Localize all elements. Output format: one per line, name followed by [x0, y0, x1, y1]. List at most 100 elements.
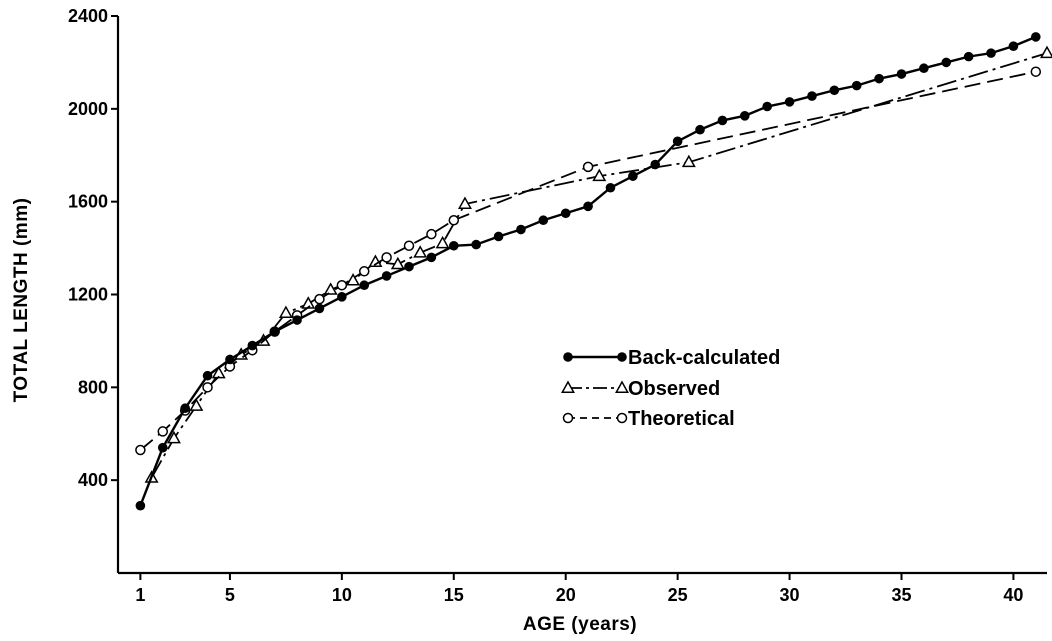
data-point-back-calculated: [1031, 32, 1041, 42]
data-point-back-calculated: [919, 63, 929, 74]
data-point-back-calculated: [605, 182, 616, 193]
legend-marker: [617, 352, 627, 362]
series-back-calculated: [135, 32, 1041, 511]
legend-item-back-calculated: Back-calculated: [563, 347, 780, 369]
data-point-back-calculated: [583, 201, 593, 212]
data-point-theoretical: [582, 161, 594, 173]
data-point-back-calculated: [448, 240, 459, 251]
data-point-back-calculated: [381, 271, 392, 281]
y-tick-label: 2000: [68, 99, 108, 119]
data-point-back-calculated: [292, 315, 302, 325]
data-point-back-calculated: [225, 354, 235, 365]
data-point-theoretical: [135, 444, 146, 456]
x-tick-label: 30: [780, 585, 800, 605]
data-point-theoretical: [381, 252, 392, 263]
legend-marker: [616, 412, 628, 424]
data-point-observed: [413, 245, 428, 258]
data-point-observed: [189, 398, 204, 411]
x-tick-label: 20: [556, 585, 576, 605]
data-point-theoretical: [314, 293, 325, 305]
legend-marker: [562, 412, 574, 424]
data-point-observed: [390, 256, 405, 270]
data-point-back-calculated: [314, 303, 325, 314]
data-point-back-calculated: [560, 208, 571, 219]
data-point-back-calculated: [269, 326, 280, 337]
data-point-back-calculated: [202, 370, 213, 381]
data-point-observed: [681, 154, 696, 168]
legend-label: Theoretical: [628, 408, 735, 430]
data-point-back-calculated: [180, 403, 190, 414]
data-point-back-calculated: [516, 224, 526, 235]
data-point-back-calculated: [247, 340, 258, 351]
data-point-observed: [435, 235, 450, 249]
series-theoretical: [135, 66, 1042, 456]
data-point-observed: [278, 305, 293, 319]
data-point-theoretical: [448, 214, 460, 226]
y-axis-title: TOTAL LENGTH (mm): [11, 198, 32, 403]
data-point-back-calculated: [404, 261, 414, 272]
data-point-back-calculated: [829, 85, 840, 96]
data-point-back-calculated: [851, 80, 862, 91]
legend: Back-calculated Observed Theoretical: [561, 347, 780, 430]
data-point-observed: [368, 254, 383, 267]
data-point-back-calculated: [762, 101, 772, 112]
series-layer: [135, 32, 1052, 511]
data-point-back-calculated: [135, 500, 146, 511]
series-line-theoretical: [139, 70, 1036, 451]
data-point-back-calculated: [359, 280, 370, 291]
x-tick-label: 35: [891, 585, 911, 605]
x-tick-label: 5: [225, 585, 235, 605]
data-point-theoretical: [403, 240, 415, 252]
data-point-back-calculated: [963, 51, 974, 62]
data-point-observed: [323, 282, 338, 295]
x-axis-title: AGE (years): [523, 614, 637, 635]
data-point-back-calculated: [426, 252, 437, 263]
legend-label: Observed: [628, 378, 720, 400]
y-tick-label: 1200: [68, 285, 108, 305]
data-point-theoretical: [202, 382, 213, 393]
series-line-back-calculated: [139, 35, 1037, 507]
data-point-back-calculated: [337, 292, 347, 302]
data-point-back-calculated: [650, 159, 661, 170]
data-point-back-calculated: [1008, 41, 1019, 51]
legend-item-observed: Observed: [561, 378, 720, 400]
data-point-theoretical: [157, 426, 169, 437]
series-observed: [144, 45, 1052, 483]
data-point-back-calculated: [986, 48, 996, 58]
data-point-observed: [346, 273, 361, 286]
data-point-back-calculated: [672, 136, 683, 147]
x-tick-label: 10: [332, 585, 352, 605]
data-point-back-calculated: [493, 231, 504, 242]
legend-item-theoretical: Theoretical: [562, 408, 735, 430]
y-tick-label: 2400: [68, 6, 108, 26]
data-point-back-calculated: [538, 215, 549, 226]
x-tick-label: 15: [444, 585, 464, 605]
y-tick-label: 1600: [68, 192, 108, 212]
legend-marker: [561, 380, 575, 393]
x-tick-label: 40: [1003, 585, 1023, 605]
legend-marker: [615, 380, 629, 393]
data-point-observed: [166, 430, 181, 444]
series-line-observed: [150, 52, 1048, 479]
data-point-back-calculated: [695, 124, 705, 135]
data-point-observed: [457, 196, 472, 209]
data-point-back-calculated: [784, 97, 795, 107]
data-point-theoretical: [426, 228, 437, 240]
data-point-back-calculated: [941, 57, 952, 68]
y-tick-label: 800: [78, 377, 108, 397]
legend-label: Back-calculated: [628, 347, 780, 369]
data-point-back-calculated: [717, 115, 728, 126]
data-point-theoretical: [358, 266, 370, 277]
data-point-theoretical: [1030, 66, 1042, 77]
y-tick-label: 400: [78, 470, 108, 490]
data-point-theoretical: [336, 279, 348, 291]
data-point-back-calculated: [628, 171, 638, 181]
legend-marker: [563, 352, 573, 362]
data-point-observed: [592, 168, 607, 182]
data-point-back-calculated: [471, 239, 481, 250]
x-tick-label: 25: [668, 585, 688, 605]
data-point-back-calculated: [874, 73, 884, 84]
x-tick-label: 1: [135, 585, 145, 605]
